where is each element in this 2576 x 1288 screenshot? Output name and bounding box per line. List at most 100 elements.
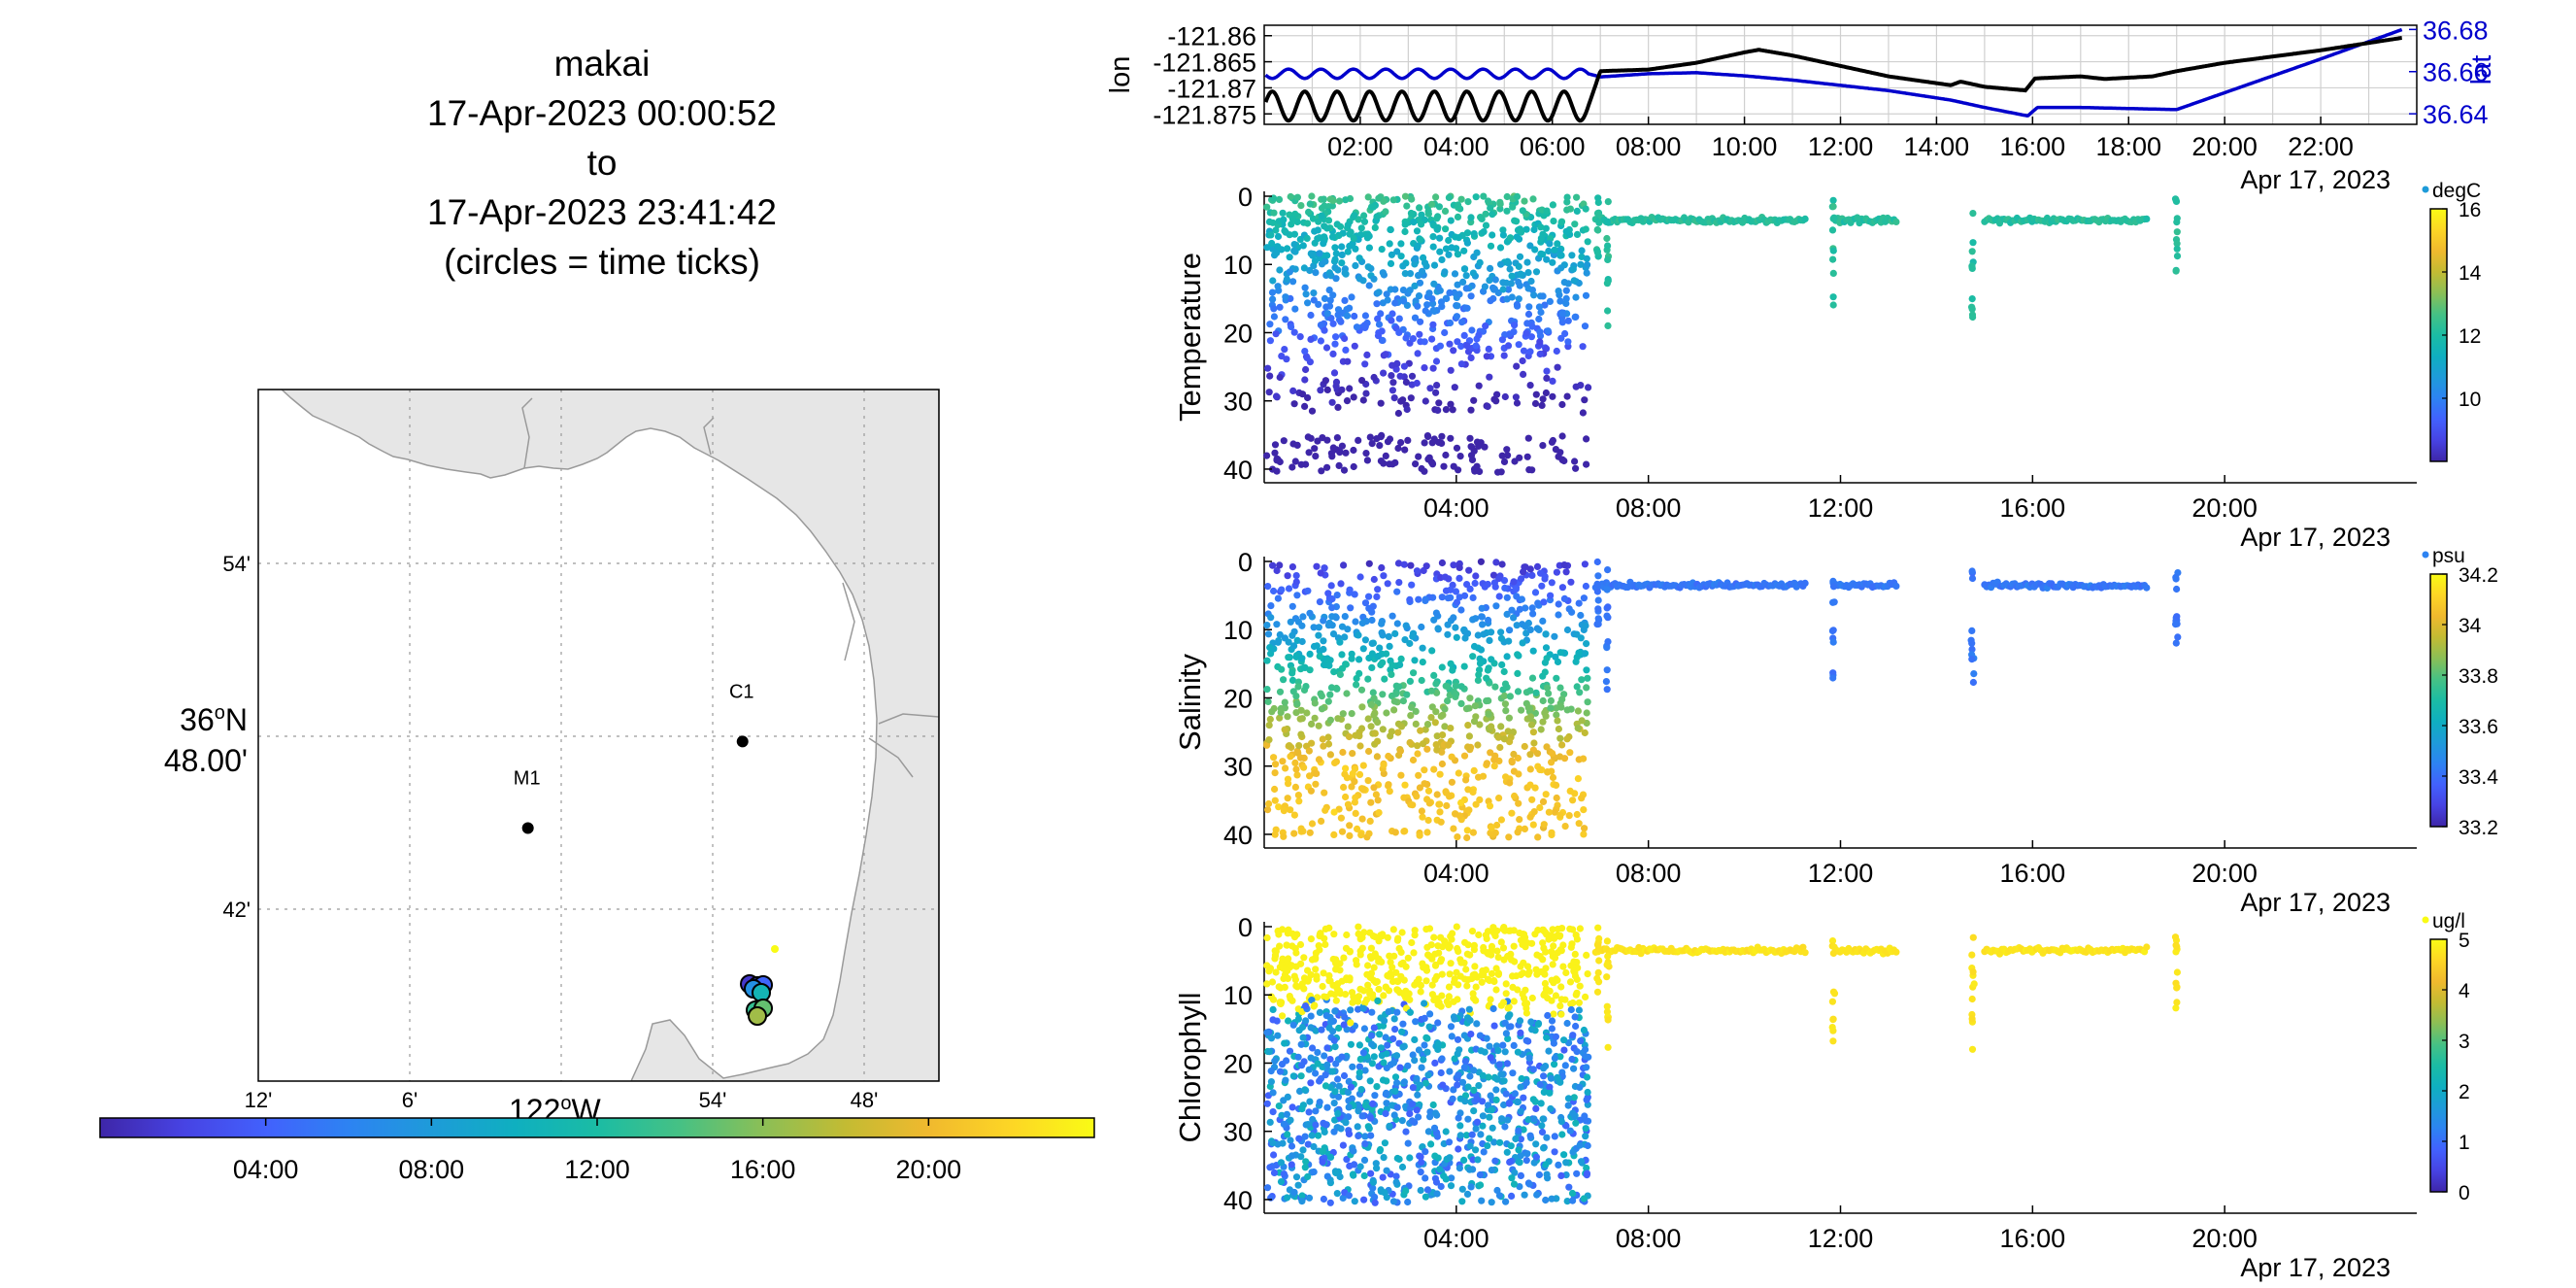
scatter-point [1518, 595, 1525, 603]
scatter-point [1455, 574, 1463, 583]
scatter-point [1391, 286, 1399, 293]
scatter-point [1278, 353, 1286, 360]
scatter-point [1560, 1151, 1568, 1159]
scatter-point [1307, 1079, 1315, 1087]
scatter-point [1332, 1060, 1340, 1068]
scatter-point [1383, 1100, 1390, 1107]
scatter-point [1267, 231, 1275, 239]
scatter-point [1265, 799, 1273, 808]
scatter-point [1578, 795, 1586, 802]
scatter-point [1415, 1113, 1422, 1121]
scatter-point [1437, 818, 1445, 826]
scatter-point [1321, 326, 1328, 334]
scatter-point [1470, 718, 1479, 726]
scatter-point [1430, 261, 1439, 269]
lonlat-grid [1264, 25, 2417, 124]
scatter-point [1270, 305, 1278, 313]
scatter-point [1304, 1140, 1312, 1148]
scatter-point [1504, 452, 1512, 459]
scatter-point [1281, 346, 1288, 354]
scatter-point [1394, 729, 1402, 736]
scatter-point [1968, 303, 1976, 311]
scatter-point [1432, 193, 1440, 201]
scatter-colorbar-tick-label: 5 [2459, 930, 2470, 952]
scatter-point [1452, 624, 1459, 631]
scatter-point [1436, 1166, 1444, 1173]
scatter-point [1351, 591, 1358, 598]
scatter-point [1500, 956, 1508, 964]
scatter-point [1481, 583, 1489, 591]
scatter-point [1312, 780, 1320, 788]
scatter-point [1486, 976, 1493, 985]
scatter-point [1497, 723, 1505, 730]
scatter-point [1455, 947, 1462, 956]
scatter-point [1529, 1096, 1537, 1103]
scatter-point [1584, 261, 1591, 269]
scatter-point [1345, 1103, 1353, 1111]
scatter-point [1317, 387, 1324, 394]
scatter-point [1515, 770, 1522, 778]
scatter-point [1567, 1005, 1575, 1014]
scatter-point [1467, 1031, 1475, 1038]
scatter-point [1557, 264, 1565, 272]
scatter-point [1283, 275, 1290, 284]
scatter-point [1969, 678, 1977, 687]
scatter-point [1542, 791, 1550, 798]
scatter-point [1396, 372, 1404, 380]
scatter-point [1288, 930, 1296, 937]
scatter-point [1304, 433, 1312, 441]
scatter-point [1409, 1101, 1417, 1108]
scatter-point [1553, 347, 1560, 356]
scatter-point [1421, 467, 1428, 475]
scatter-point [1560, 1046, 1568, 1054]
map-x-tick-label: 6' [402, 1088, 418, 1112]
scatter-point [1529, 729, 1537, 736]
scatter-point [1571, 313, 1579, 321]
scatter-point [1367, 1114, 1375, 1122]
scatter-point [1417, 236, 1424, 244]
scatter-point [1284, 572, 1291, 580]
scatter-point [1326, 1199, 1334, 1206]
scatter-point [1370, 976, 1378, 985]
scatter-point [1528, 322, 1536, 330]
scatter-point [1477, 214, 1485, 221]
map-x-tick-label: 54' [699, 1088, 727, 1112]
scatter-point [1368, 639, 1376, 648]
scatter-point [1577, 611, 1585, 620]
scatter-point [1440, 462, 1448, 470]
scatter-point [1379, 1076, 1388, 1084]
scatter-point [1401, 227, 1409, 236]
lonlat-x-tick-label: 18:00 [2095, 132, 2161, 161]
scatter-point [1574, 725, 1582, 732]
scatter-point [1494, 468, 1502, 476]
scatter-point [1594, 968, 1602, 977]
scatter-point [1309, 1044, 1317, 1052]
scatter-point [1318, 467, 1325, 475]
scatter-point [1582, 582, 1589, 591]
scatter-point [1367, 798, 1375, 806]
scatter-point [1409, 632, 1417, 640]
scatter-point [1466, 434, 1474, 442]
scatter-point [1385, 1008, 1392, 1016]
scatter-point [1269, 1089, 1277, 1097]
scatter-point [1421, 780, 1428, 788]
scatter-point [1358, 1112, 1366, 1120]
scatter-point [1539, 926, 1547, 934]
scatter-point [1354, 1123, 1361, 1131]
scatter-point [1523, 1150, 1531, 1158]
scatter-point [1266, 321, 1274, 328]
scatter-point [1497, 634, 1505, 642]
scatter-point [1555, 1161, 1562, 1169]
scatter-point [1339, 1141, 1347, 1149]
scatter-point [1303, 709, 1311, 717]
scatter-point [1434, 1039, 1442, 1048]
scatter-point [1577, 260, 1585, 268]
scatter-point [1604, 566, 1612, 574]
scatter-point [1326, 716, 1334, 724]
scatter-point [1379, 932, 1387, 940]
scatter-point [1326, 1018, 1334, 1027]
scatter-y-tick-label: 10 [1223, 251, 1253, 280]
scatter-point [1508, 1174, 1516, 1182]
scatter-point [1370, 275, 1378, 283]
scatter-point [1276, 303, 1284, 311]
